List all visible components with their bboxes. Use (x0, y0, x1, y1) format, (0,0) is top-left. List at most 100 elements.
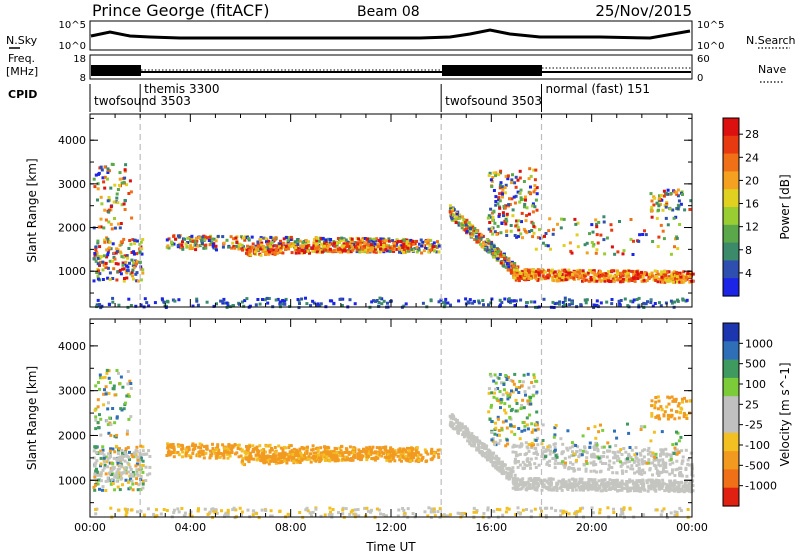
echo-cell (98, 387, 101, 391)
echo-cell (511, 271, 515, 275)
echo-cell (514, 299, 518, 303)
echo-cell (95, 459, 99, 463)
echo-cell (643, 229, 646, 233)
echo-cell (675, 459, 679, 463)
echo-cell (353, 450, 357, 454)
echo-cell (653, 269, 657, 273)
echo-cell (637, 462, 641, 466)
echo-cell (375, 452, 379, 456)
echo-cell (255, 512, 259, 516)
echo-cell (421, 243, 425, 247)
echo-cell (115, 474, 119, 478)
echo-cell (261, 453, 265, 457)
echo-cell (252, 509, 256, 513)
echo-cell (267, 246, 271, 250)
echo-cell (128, 261, 131, 265)
echo-cell (278, 509, 282, 513)
echo-cell (377, 301, 381, 304)
echo-cell (303, 244, 307, 248)
echo-cell (377, 239, 381, 242)
echo-cell (591, 480, 595, 483)
echo-cell (608, 465, 612, 469)
colorbar-segment (723, 118, 739, 137)
echo-cell (498, 171, 502, 175)
echo-cell (498, 199, 502, 203)
echo-cell (514, 513, 518, 516)
echo-cell (557, 479, 561, 483)
echo-cell (170, 243, 174, 247)
echo-cell (126, 429, 129, 433)
echo-cell (516, 478, 520, 482)
echo-cell (315, 246, 319, 250)
echo-cell (325, 242, 329, 246)
echo-cell (113, 421, 117, 425)
echo-cell (203, 507, 207, 511)
echo-cell (508, 197, 511, 201)
echo-cell (486, 508, 490, 512)
echo-cell (330, 458, 334, 462)
echo-cell (570, 454, 574, 458)
echo-cell (225, 238, 229, 242)
echo-cell (642, 455, 646, 459)
echo-cell (104, 392, 108, 396)
echo-cell (238, 506, 242, 510)
echo-cell (115, 416, 119, 420)
echo-cell (317, 239, 321, 243)
echo-cell (399, 244, 403, 248)
echo-cell (371, 239, 375, 243)
echo-cell (448, 414, 452, 418)
echo-cell (544, 270, 547, 274)
echo-cell (588, 232, 591, 236)
echo-cell (503, 206, 507, 210)
echo-cell (153, 301, 157, 305)
echo-cell (454, 215, 458, 219)
echo-cell (555, 301, 559, 305)
echo-cell (219, 299, 223, 303)
echo-cell (519, 188, 523, 192)
echo-cell (651, 473, 654, 477)
echo-cell (547, 464, 551, 467)
echo-cell (600, 482, 603, 486)
echo-cell (633, 459, 637, 463)
echo-cell (240, 513, 243, 517)
echo-cell (334, 454, 338, 458)
echo-cell (298, 302, 301, 305)
echo-cell (104, 218, 108, 222)
echo-cell (501, 195, 504, 199)
echo-cell (551, 232, 555, 236)
echo-cell (407, 457, 411, 461)
echo-cell (487, 241, 491, 245)
echo-cell (645, 479, 649, 483)
echo-cell (664, 275, 668, 279)
echo-cell (621, 252, 625, 256)
echo-cell (664, 461, 668, 465)
echo-cell (433, 510, 436, 514)
echo-cell (563, 485, 567, 489)
echo-cell (652, 203, 656, 207)
echo-cell (198, 442, 202, 446)
echo-cell (99, 456, 103, 460)
echo-cell (106, 476, 110, 480)
echo-cell (475, 510, 478, 514)
echo-cell (651, 485, 655, 489)
echo-cell (246, 236, 250, 240)
echo-cell (372, 299, 376, 303)
echo-cell (421, 301, 425, 305)
echo-cell (490, 242, 494, 246)
echo-cell (172, 455, 176, 459)
echo-cell (112, 384, 116, 388)
echo-cell (401, 507, 405, 510)
echo-cell (496, 257, 500, 261)
echo-cell (681, 276, 685, 279)
echo-cell (217, 448, 221, 452)
echo-cell (408, 447, 412, 450)
echo-cell (282, 452, 286, 456)
echo-cell (407, 244, 411, 248)
echo-cell (396, 454, 400, 458)
echo-cell (628, 507, 632, 511)
echo-cell (99, 479, 103, 483)
echo-cell (241, 457, 245, 460)
echo-cell (215, 302, 218, 306)
echo-cell (662, 194, 666, 198)
echo-cell (410, 247, 414, 251)
